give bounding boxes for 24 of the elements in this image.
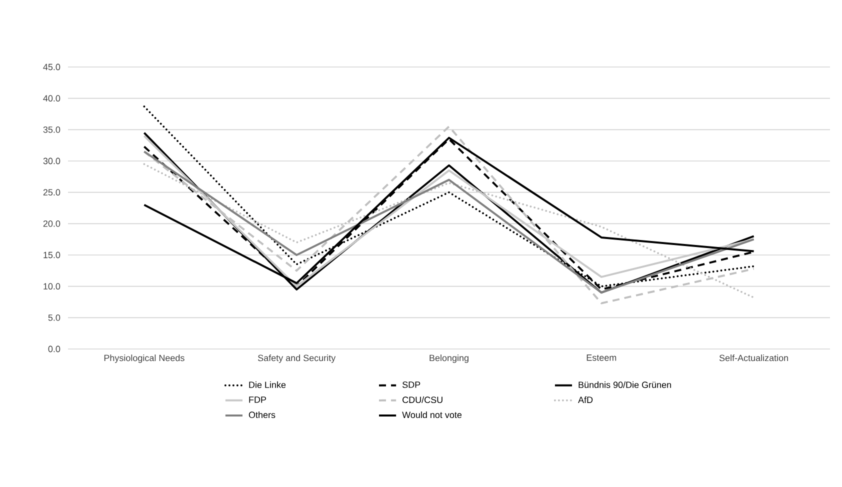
- y-tick-label: 40.0: [43, 95, 60, 102]
- x-tick-label: Safety and Security: [258, 354, 336, 363]
- legend-label: FDP: [249, 396, 266, 403]
- y-tick-label: 0.0: [48, 346, 60, 352]
- legend-label: Die Linke: [249, 381, 286, 388]
- legend-label: Would not vote: [402, 411, 462, 418]
- legend-label: Bündnis 90/Die Grünen: [578, 381, 671, 388]
- legend-label: AfD: [578, 396, 593, 403]
- x-tick-label: Physiological Needs: [104, 354, 184, 363]
- line-series: [143, 105, 755, 288]
- x-tick-label: Self-Actualization: [719, 354, 788, 362]
- y-tick-label: 45.0: [43, 64, 60, 70]
- y-tick-label: 20.0: [43, 220, 60, 227]
- legend-label: CDU/CSU: [402, 396, 442, 404]
- y-tick-label: 35.0: [43, 126, 60, 133]
- x-tick-label: Belonging: [430, 354, 468, 363]
- legend-label: SDP: [402, 382, 420, 388]
- y-tick-label: 25.0: [43, 189, 60, 196]
- x-tick-label: Esteem: [586, 354, 616, 361]
- y-tick-label: 30.0: [43, 158, 60, 164]
- legend-label: Others: [248, 411, 276, 418]
- y-tick-label: 10.0: [44, 283, 60, 290]
- y-tick-label: 5.0: [48, 314, 60, 321]
- y-tick-label: 15.0: [44, 252, 60, 258]
